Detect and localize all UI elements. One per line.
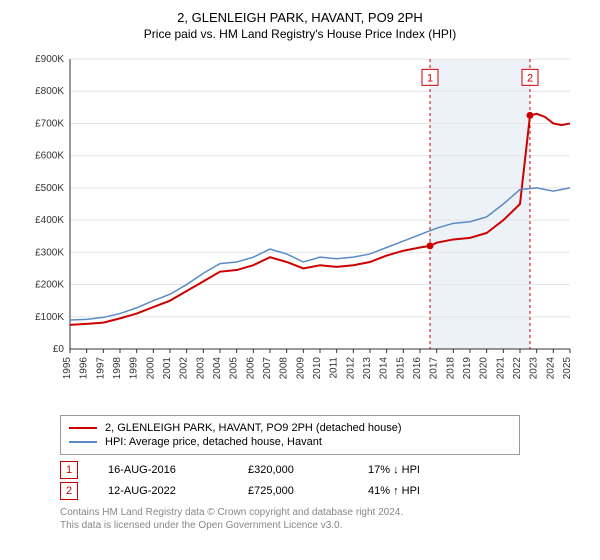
- svg-text:£400K: £400K: [35, 215, 64, 226]
- svg-text:1995: 1995: [62, 357, 73, 380]
- legend-label: 2, GLENLEIGH PARK, HAVANT, PO9 2PH (deta…: [105, 422, 402, 434]
- sale-date: 12-AUG-2022: [108, 485, 218, 497]
- svg-text:2017: 2017: [429, 357, 440, 380]
- sale-price: £320,000: [248, 464, 338, 476]
- svg-text:2015: 2015: [395, 357, 406, 380]
- svg-text:2003: 2003: [195, 357, 206, 380]
- svg-text:2004: 2004: [212, 357, 223, 380]
- svg-text:£600K: £600K: [35, 151, 64, 162]
- sale-badge: 2: [60, 482, 78, 500]
- svg-text:2007: 2007: [262, 357, 273, 380]
- price-chart: £0 £100K £200K £300K £400K £500K £600K £700K £80…: [20, 49, 580, 409]
- footnote-line2: This data is licensed under the Open Gov…: [60, 519, 590, 532]
- sale-price: £725,000: [248, 485, 338, 497]
- svg-text:£0: £0: [53, 344, 65, 355]
- svg-text:1: 1: [427, 72, 433, 84]
- legend: 2, GLENLEIGH PARK, HAVANT, PO9 2PH (deta…: [60, 415, 520, 455]
- svg-text:£200K: £200K: [35, 280, 64, 291]
- svg-text:2006: 2006: [245, 357, 256, 380]
- svg-text:2010: 2010: [312, 357, 323, 380]
- svg-text:2008: 2008: [279, 357, 290, 380]
- svg-text:2021: 2021: [495, 357, 506, 380]
- svg-text:2023: 2023: [529, 357, 540, 380]
- legend-row: HPI: Average price, detached house, Hava…: [69, 436, 511, 448]
- svg-text:£800K: £800K: [35, 86, 64, 97]
- sales-table: 1 16-AUG-2016 £320,000 17% ↓ HPI 2 12-AUG-202…: [60, 461, 590, 500]
- svg-text:2: 2: [527, 72, 533, 84]
- sale-badge: 1: [60, 461, 78, 479]
- svg-text:2001: 2001: [162, 357, 173, 380]
- svg-text:2022: 2022: [512, 357, 523, 380]
- svg-text:2012: 2012: [345, 357, 356, 380]
- svg-text:2018: 2018: [445, 357, 456, 380]
- sale-delta: 17% ↓ HPI: [368, 464, 420, 476]
- svg-text:£500K: £500K: [35, 183, 64, 194]
- svg-text:2011: 2011: [329, 357, 340, 379]
- svg-text:2005: 2005: [229, 357, 240, 380]
- page-subtitle: Price paid vs. HM Land Registry's House …: [10, 27, 590, 41]
- chart-svg: £0 £100K £200K £300K £400K £500K £600K £700K £80…: [20, 49, 580, 409]
- svg-text:2009: 2009: [295, 357, 306, 380]
- svg-text:1996: 1996: [79, 357, 90, 380]
- svg-text:£300K: £300K: [35, 247, 64, 258]
- svg-text:2019: 2019: [462, 357, 473, 380]
- svg-text:2020: 2020: [479, 357, 490, 380]
- svg-text:£900K: £900K: [35, 54, 64, 65]
- page-title: 2, GLENLEIGH PARK, HAVANT, PO9 2PH: [10, 10, 590, 25]
- footnote: Contains HM Land Registry data © Crown c…: [60, 506, 590, 532]
- svg-text:£700K: £700K: [35, 118, 64, 129]
- svg-text:2025: 2025: [562, 357, 573, 380]
- svg-text:£100K: £100K: [35, 312, 64, 323]
- sale-date: 16-AUG-2016: [108, 464, 218, 476]
- legend-swatch: [69, 441, 97, 443]
- svg-text:2016: 2016: [412, 357, 423, 380]
- svg-text:2013: 2013: [362, 357, 373, 380]
- svg-text:1998: 1998: [112, 357, 123, 380]
- sale-row: 1 16-AUG-2016 £320,000 17% ↓ HPI: [60, 461, 590, 479]
- svg-text:2002: 2002: [179, 357, 190, 380]
- svg-text:1999: 1999: [129, 357, 140, 380]
- footnote-line1: Contains HM Land Registry data © Crown c…: [60, 506, 590, 519]
- svg-text:1997: 1997: [95, 357, 106, 380]
- svg-text:2014: 2014: [379, 357, 390, 380]
- legend-label: HPI: Average price, detached house, Hava…: [105, 436, 322, 448]
- legend-row: 2, GLENLEIGH PARK, HAVANT, PO9 2PH (deta…: [69, 422, 511, 434]
- sale-delta: 41% ↑ HPI: [368, 485, 420, 497]
- svg-text:2024: 2024: [545, 357, 556, 380]
- legend-swatch: [69, 427, 97, 429]
- sale-row: 2 12-AUG-2022 £725,000 41% ↑ HPI: [60, 482, 590, 500]
- svg-text:2000: 2000: [145, 357, 156, 380]
